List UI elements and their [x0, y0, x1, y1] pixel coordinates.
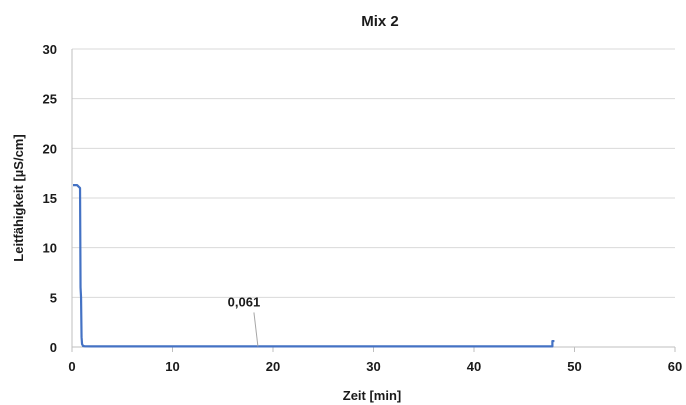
x-tick-label-0: 0: [68, 359, 75, 374]
annotations: 0,061: [228, 294, 261, 347]
gridlines: [72, 48, 675, 298]
series-group: [73, 183, 555, 348]
x-tick-label-50: 50: [567, 359, 581, 374]
y-tick-label-20: 20: [43, 141, 57, 156]
x-tick-label-20: 20: [266, 359, 280, 374]
series-line-1: [73, 183, 555, 348]
y-tick-labels: 0 5 10 15 20 25 30: [43, 42, 57, 355]
x-tick-label-30: 30: [366, 359, 380, 374]
chart-title: Mix 2: [361, 13, 399, 30]
x-axis-title: Zeit [min]: [343, 388, 402, 403]
y-axis-title: Leitfähigkeit [µS/cm]: [11, 134, 26, 261]
y-tick-label-10: 10: [43, 241, 57, 256]
x-tick-label-40: 40: [467, 359, 481, 374]
y-tick-label-25: 25: [43, 92, 57, 107]
annotation-leader-1: [253, 312, 259, 347]
annotation-label-1: 0,061: [228, 294, 261, 309]
y-tick-label-5: 5: [50, 290, 57, 305]
y-tick-label-30: 30: [43, 42, 57, 57]
x-tick-labels: 0 10 20 30 40 50 60: [68, 359, 682, 374]
axes: [71, 49, 676, 352]
x-tick-label-60: 60: [668, 359, 682, 374]
x-tick-label-10: 10: [165, 359, 179, 374]
y-tick-label-15: 15: [43, 191, 57, 206]
y-tick-label-0: 0: [50, 340, 57, 355]
